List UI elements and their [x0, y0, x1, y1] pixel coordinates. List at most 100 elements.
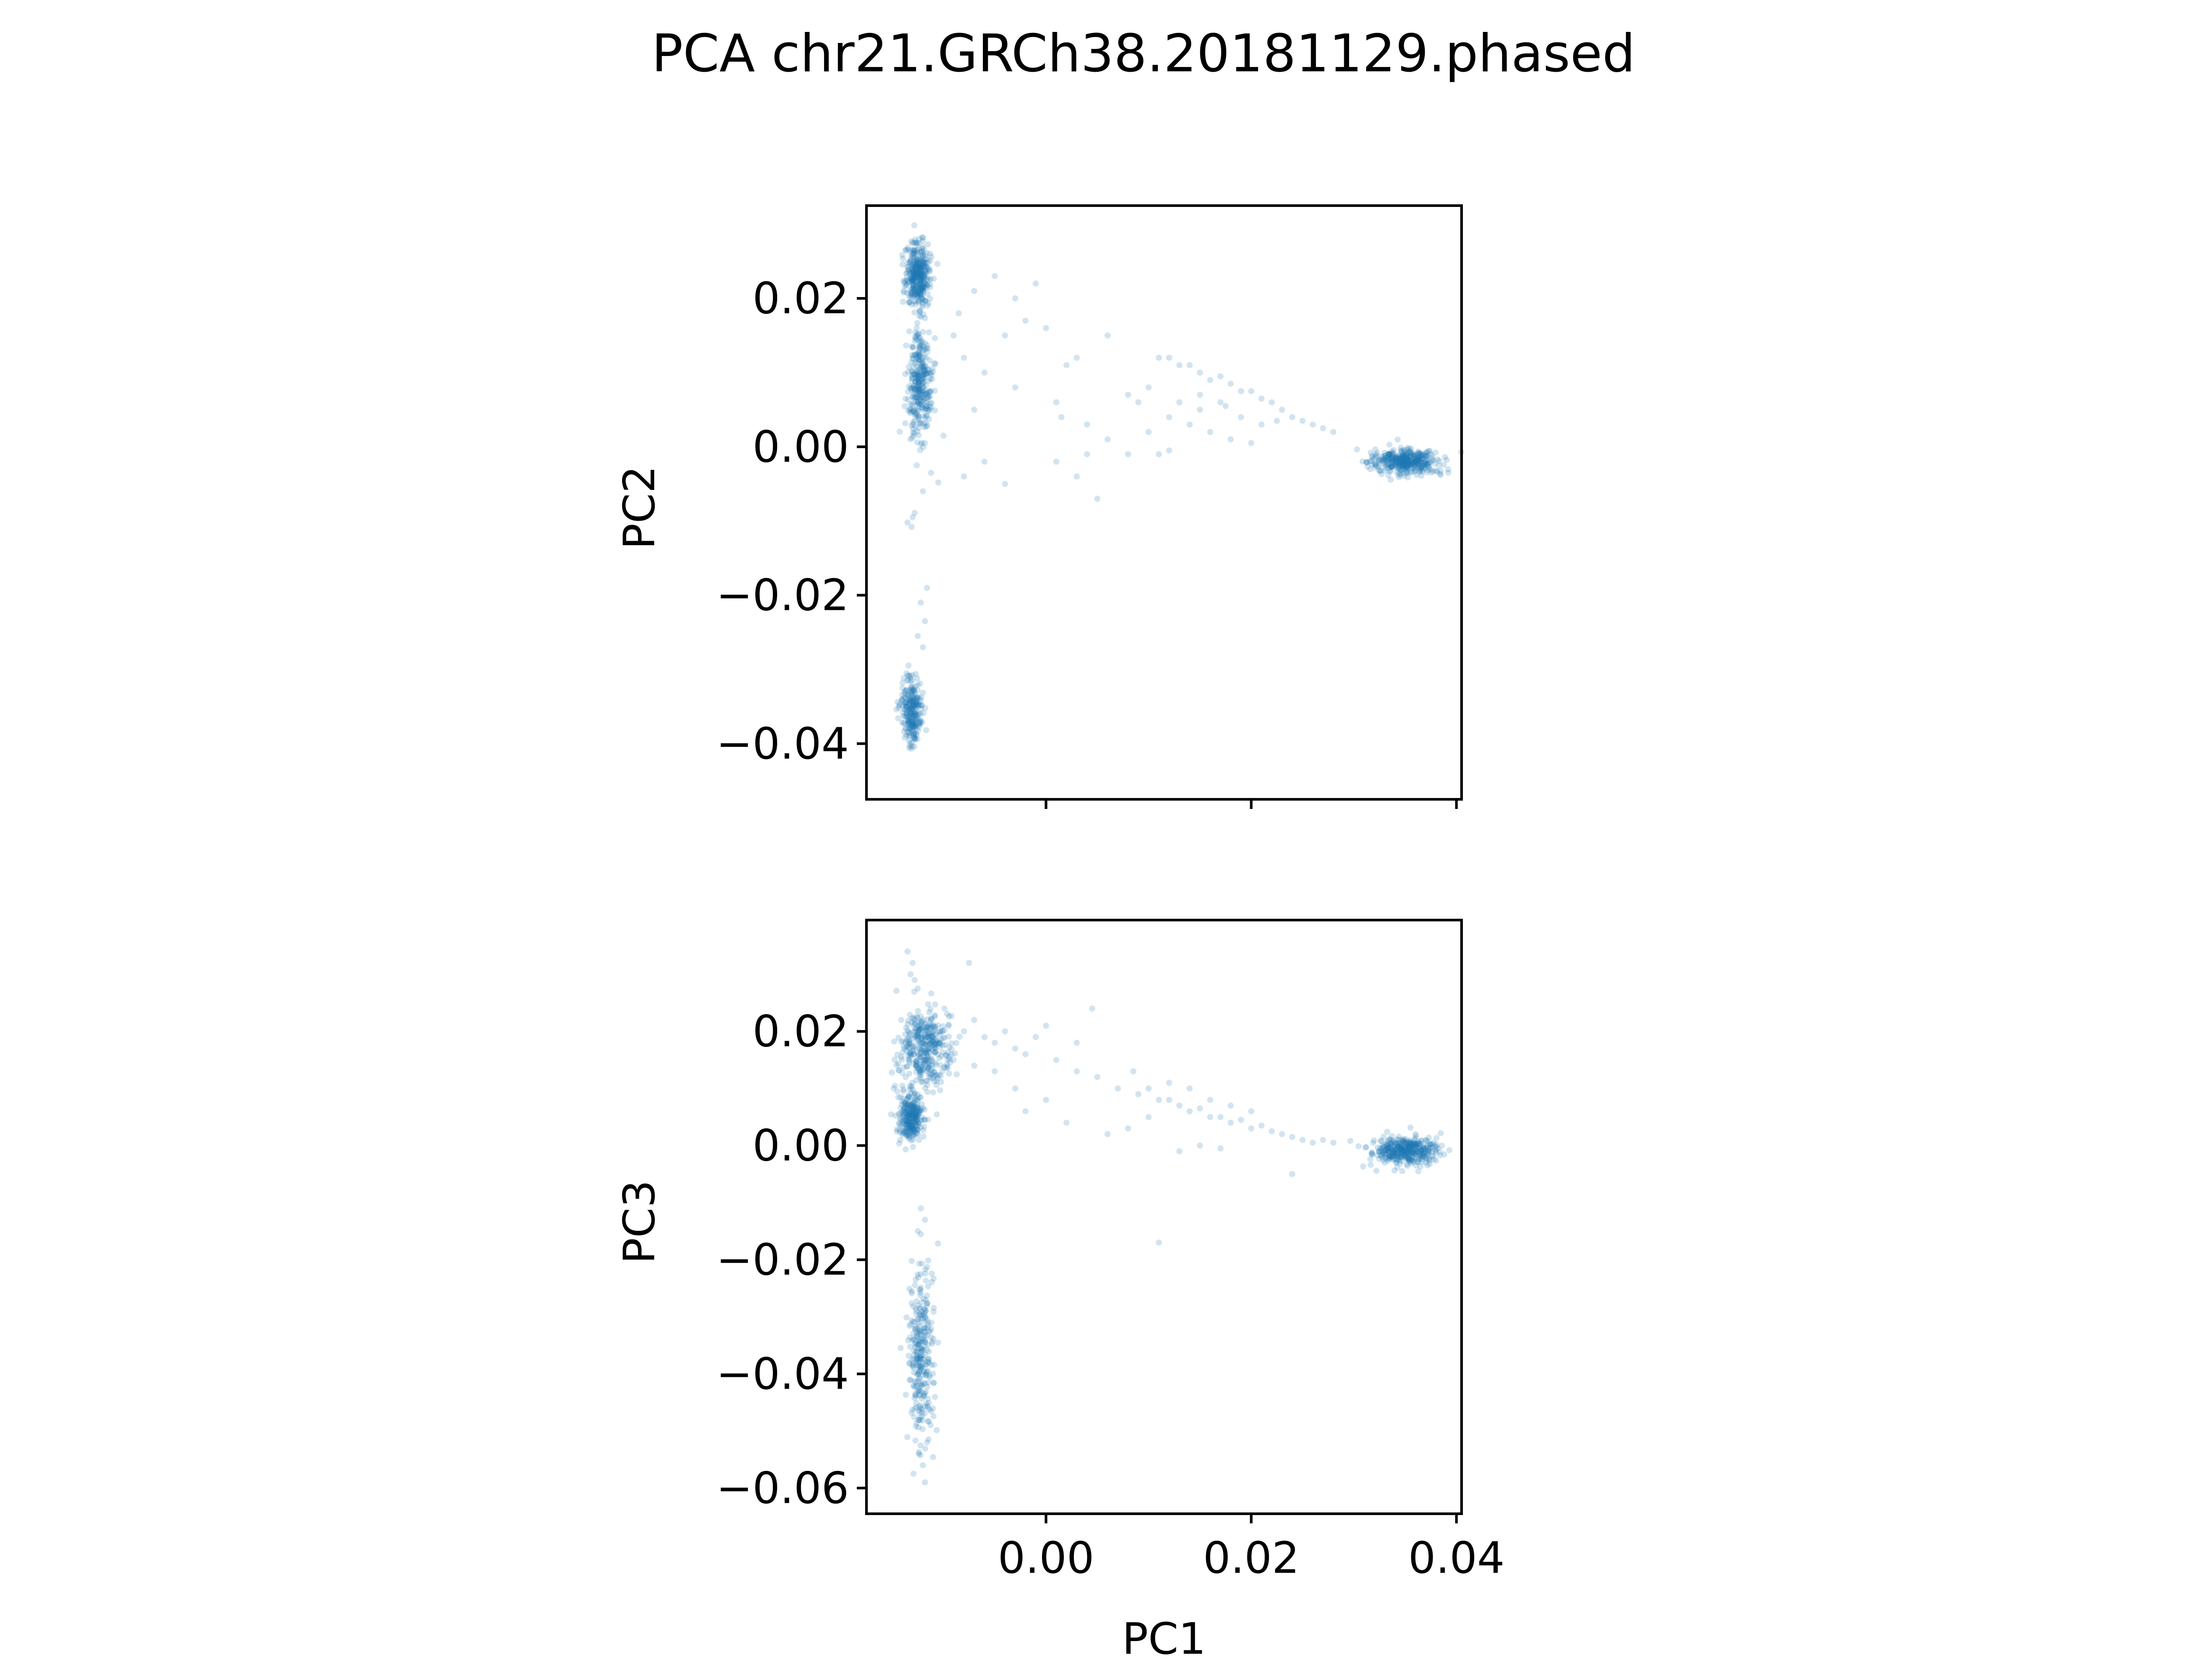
scatter-point	[917, 701, 923, 708]
scatter-point	[917, 308, 923, 314]
scatter-point	[908, 678, 914, 685]
scatter-point	[912, 671, 919, 677]
scatter-point	[915, 330, 922, 337]
scatter-point	[914, 258, 920, 265]
scatter-point	[903, 711, 910, 718]
scatter-point	[894, 1051, 901, 1058]
scatter-point	[928, 372, 935, 378]
scatter-point	[911, 254, 918, 261]
scatter-point	[915, 352, 922, 358]
scatter-point	[921, 288, 927, 294]
scatter-point	[916, 256, 923, 262]
scatter-point	[907, 257, 914, 264]
scatter-point	[909, 739, 915, 746]
scatter-point	[1371, 1137, 1378, 1144]
scatter-point	[914, 1382, 920, 1389]
scatter-point	[1407, 1124, 1414, 1131]
scatter-point	[913, 1121, 919, 1128]
scatter-point	[919, 355, 926, 362]
scatter-point	[1273, 417, 1280, 424]
scatter-point	[1408, 453, 1414, 460]
scatter-point	[921, 396, 927, 402]
scatter-point	[918, 284, 924, 291]
scatter-point	[895, 1094, 901, 1101]
scatter-point	[1385, 451, 1392, 458]
scatter-point	[941, 1005, 948, 1012]
scatter-point	[915, 385, 922, 392]
scatter-point	[906, 719, 912, 725]
scatter-point	[916, 1368, 923, 1374]
scatter-point	[910, 282, 916, 288]
scatter-point	[913, 462, 920, 469]
scatter-point	[907, 299, 913, 305]
scatter-point	[911, 272, 917, 279]
scatter-point	[915, 1326, 921, 1333]
scatter-point	[916, 384, 923, 390]
scatter-point	[911, 386, 918, 392]
scatter-point	[908, 263, 915, 270]
scatter-point	[911, 275, 918, 281]
scatter-point	[916, 264, 922, 271]
scatter-point	[919, 373, 926, 379]
scatter-point	[1248, 388, 1255, 395]
scatter-point	[918, 398, 924, 405]
scatter-point	[908, 713, 914, 720]
scatter-point	[914, 376, 920, 382]
scatter-point	[1289, 1171, 1296, 1177]
scatter-point	[912, 263, 919, 270]
scatter-point	[925, 345, 931, 352]
scatter-point	[1227, 436, 1234, 443]
scatter-point	[1431, 460, 1438, 467]
scatter-point	[906, 672, 912, 679]
scatter-point	[1053, 458, 1059, 465]
scatter-point	[917, 364, 924, 370]
scatter-point	[1166, 1079, 1172, 1086]
scatter-point	[901, 700, 908, 706]
scatter-point	[912, 352, 919, 358]
scatter-point	[922, 340, 928, 346]
scatter-point	[903, 282, 910, 289]
scatter-point	[908, 301, 915, 308]
scatter-point	[913, 716, 919, 722]
scatter-point	[919, 259, 926, 266]
scatter-point	[907, 971, 914, 977]
scatter-point	[917, 266, 924, 273]
scatter-point	[1197, 1142, 1203, 1149]
scatter-point	[910, 364, 917, 371]
scatter-point	[908, 270, 914, 276]
scatter-point	[908, 252, 915, 259]
scatter-point	[913, 239, 920, 246]
scatter-point	[904, 714, 910, 721]
scatter-point	[916, 396, 922, 402]
scatter-point	[916, 270, 922, 276]
scatter-point	[918, 278, 924, 285]
scatter-point	[1145, 1085, 1152, 1092]
scatter-point	[912, 338, 918, 344]
scatter-point	[922, 367, 928, 374]
scatter-point	[961, 1028, 967, 1035]
scatter-point	[916, 264, 922, 270]
scatter-point	[961, 354, 967, 361]
scatter-point	[918, 372, 924, 379]
scatter-point	[1388, 455, 1395, 462]
scatter-point	[914, 292, 920, 299]
scatter-point	[908, 746, 915, 752]
scatter-point	[910, 419, 916, 426]
scatter-point	[907, 287, 913, 294]
scatter-point	[910, 267, 916, 274]
scatter-point	[911, 383, 917, 389]
scatter-point	[1437, 470, 1443, 477]
scatter-point	[919, 234, 926, 241]
scatter-point	[922, 399, 929, 406]
scatter-point	[915, 367, 922, 374]
scatter-point	[905, 260, 911, 266]
scatter-point	[925, 394, 932, 400]
scatter-point	[910, 724, 916, 730]
scatter-point	[910, 250, 916, 256]
scatter-point	[1279, 1131, 1285, 1138]
scatter-point	[901, 728, 907, 735]
scatter-point	[918, 287, 925, 293]
scatter-point	[909, 277, 916, 284]
scatter-point	[913, 286, 919, 292]
scatter-point	[923, 413, 930, 420]
